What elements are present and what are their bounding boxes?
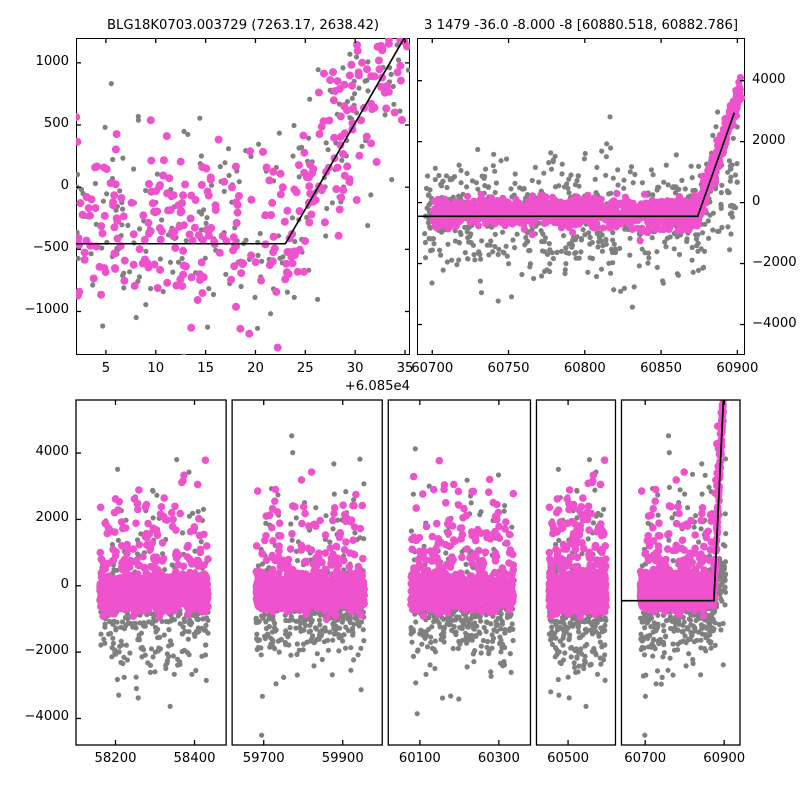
ytick-label-bottom: 2000 (35, 510, 69, 526)
xtick-label-bottom: 60300 (477, 751, 520, 766)
xtick-label-top-left: 35 (396, 361, 414, 376)
xtick-label-top-left: 15 (197, 361, 214, 376)
ytick-label-bottom: 4000 (35, 444, 69, 460)
xtick-label-top-left: 30 (346, 361, 364, 376)
xtick-label-bottom: 60100 (398, 751, 441, 766)
ytick-label-top-left: 500 (43, 116, 69, 132)
ytick-label-bottom: −4000 (24, 709, 69, 725)
ytick-label-bottom: −2000 (24, 643, 69, 659)
ytick-label-top-right: 4000 (752, 71, 786, 87)
ytick-label-top-right: 2000 (752, 132, 786, 148)
ytick-label-top-left: −500 (32, 240, 69, 256)
ytick-label-top-left: 0 (60, 178, 69, 194)
xtick-label-top-right: 60700 (411, 361, 454, 376)
xtick-label-bottom: 60900 (703, 751, 746, 766)
xtick-label-top-right: 60850 (640, 361, 683, 376)
ytick-label-top-right: −4000 (752, 315, 797, 331)
x-axis-offset-label-top-left: +6.085e4 (344, 379, 410, 394)
xtick-label-bottom: 58200 (94, 751, 137, 766)
xtick-label-top-left: 20 (247, 361, 264, 376)
ytick-label-bottom: 0 (60, 576, 69, 592)
xtick-label-bottom: 59900 (321, 751, 364, 766)
xtick-label-bottom: 60500 (547, 751, 590, 766)
xtick-label-bottom: 59700 (242, 751, 285, 766)
xtick-label-top-left: 10 (147, 361, 165, 376)
panel-top-right-title: 3 1479 -36.0 -8.000 -8 [60880.518, 60882… (424, 18, 738, 33)
panel-top-left-title: BLG18K0703.003729 (7263.17, 2638.42) (106, 18, 380, 33)
xtick-label-top-right: 60900 (716, 361, 759, 376)
ytick-label-top-right: −2000 (752, 254, 797, 270)
xtick-label-top-right: 60750 (487, 361, 530, 376)
xtick-label-top-left: 25 (296, 361, 314, 376)
panel-top-left-frame (76, 38, 410, 355)
xtick-label-top-right: 60800 (563, 361, 606, 376)
ytick-label-top-left: −1000 (24, 302, 69, 318)
ytick-label-top-left: 1000 (35, 53, 69, 69)
xtick-label-top-left: 5 (101, 361, 111, 376)
xtick-label-bottom: 60700 (624, 751, 667, 766)
xtick-label-bottom: 58400 (173, 751, 216, 766)
ytick-label-top-right: 0 (752, 193, 761, 209)
